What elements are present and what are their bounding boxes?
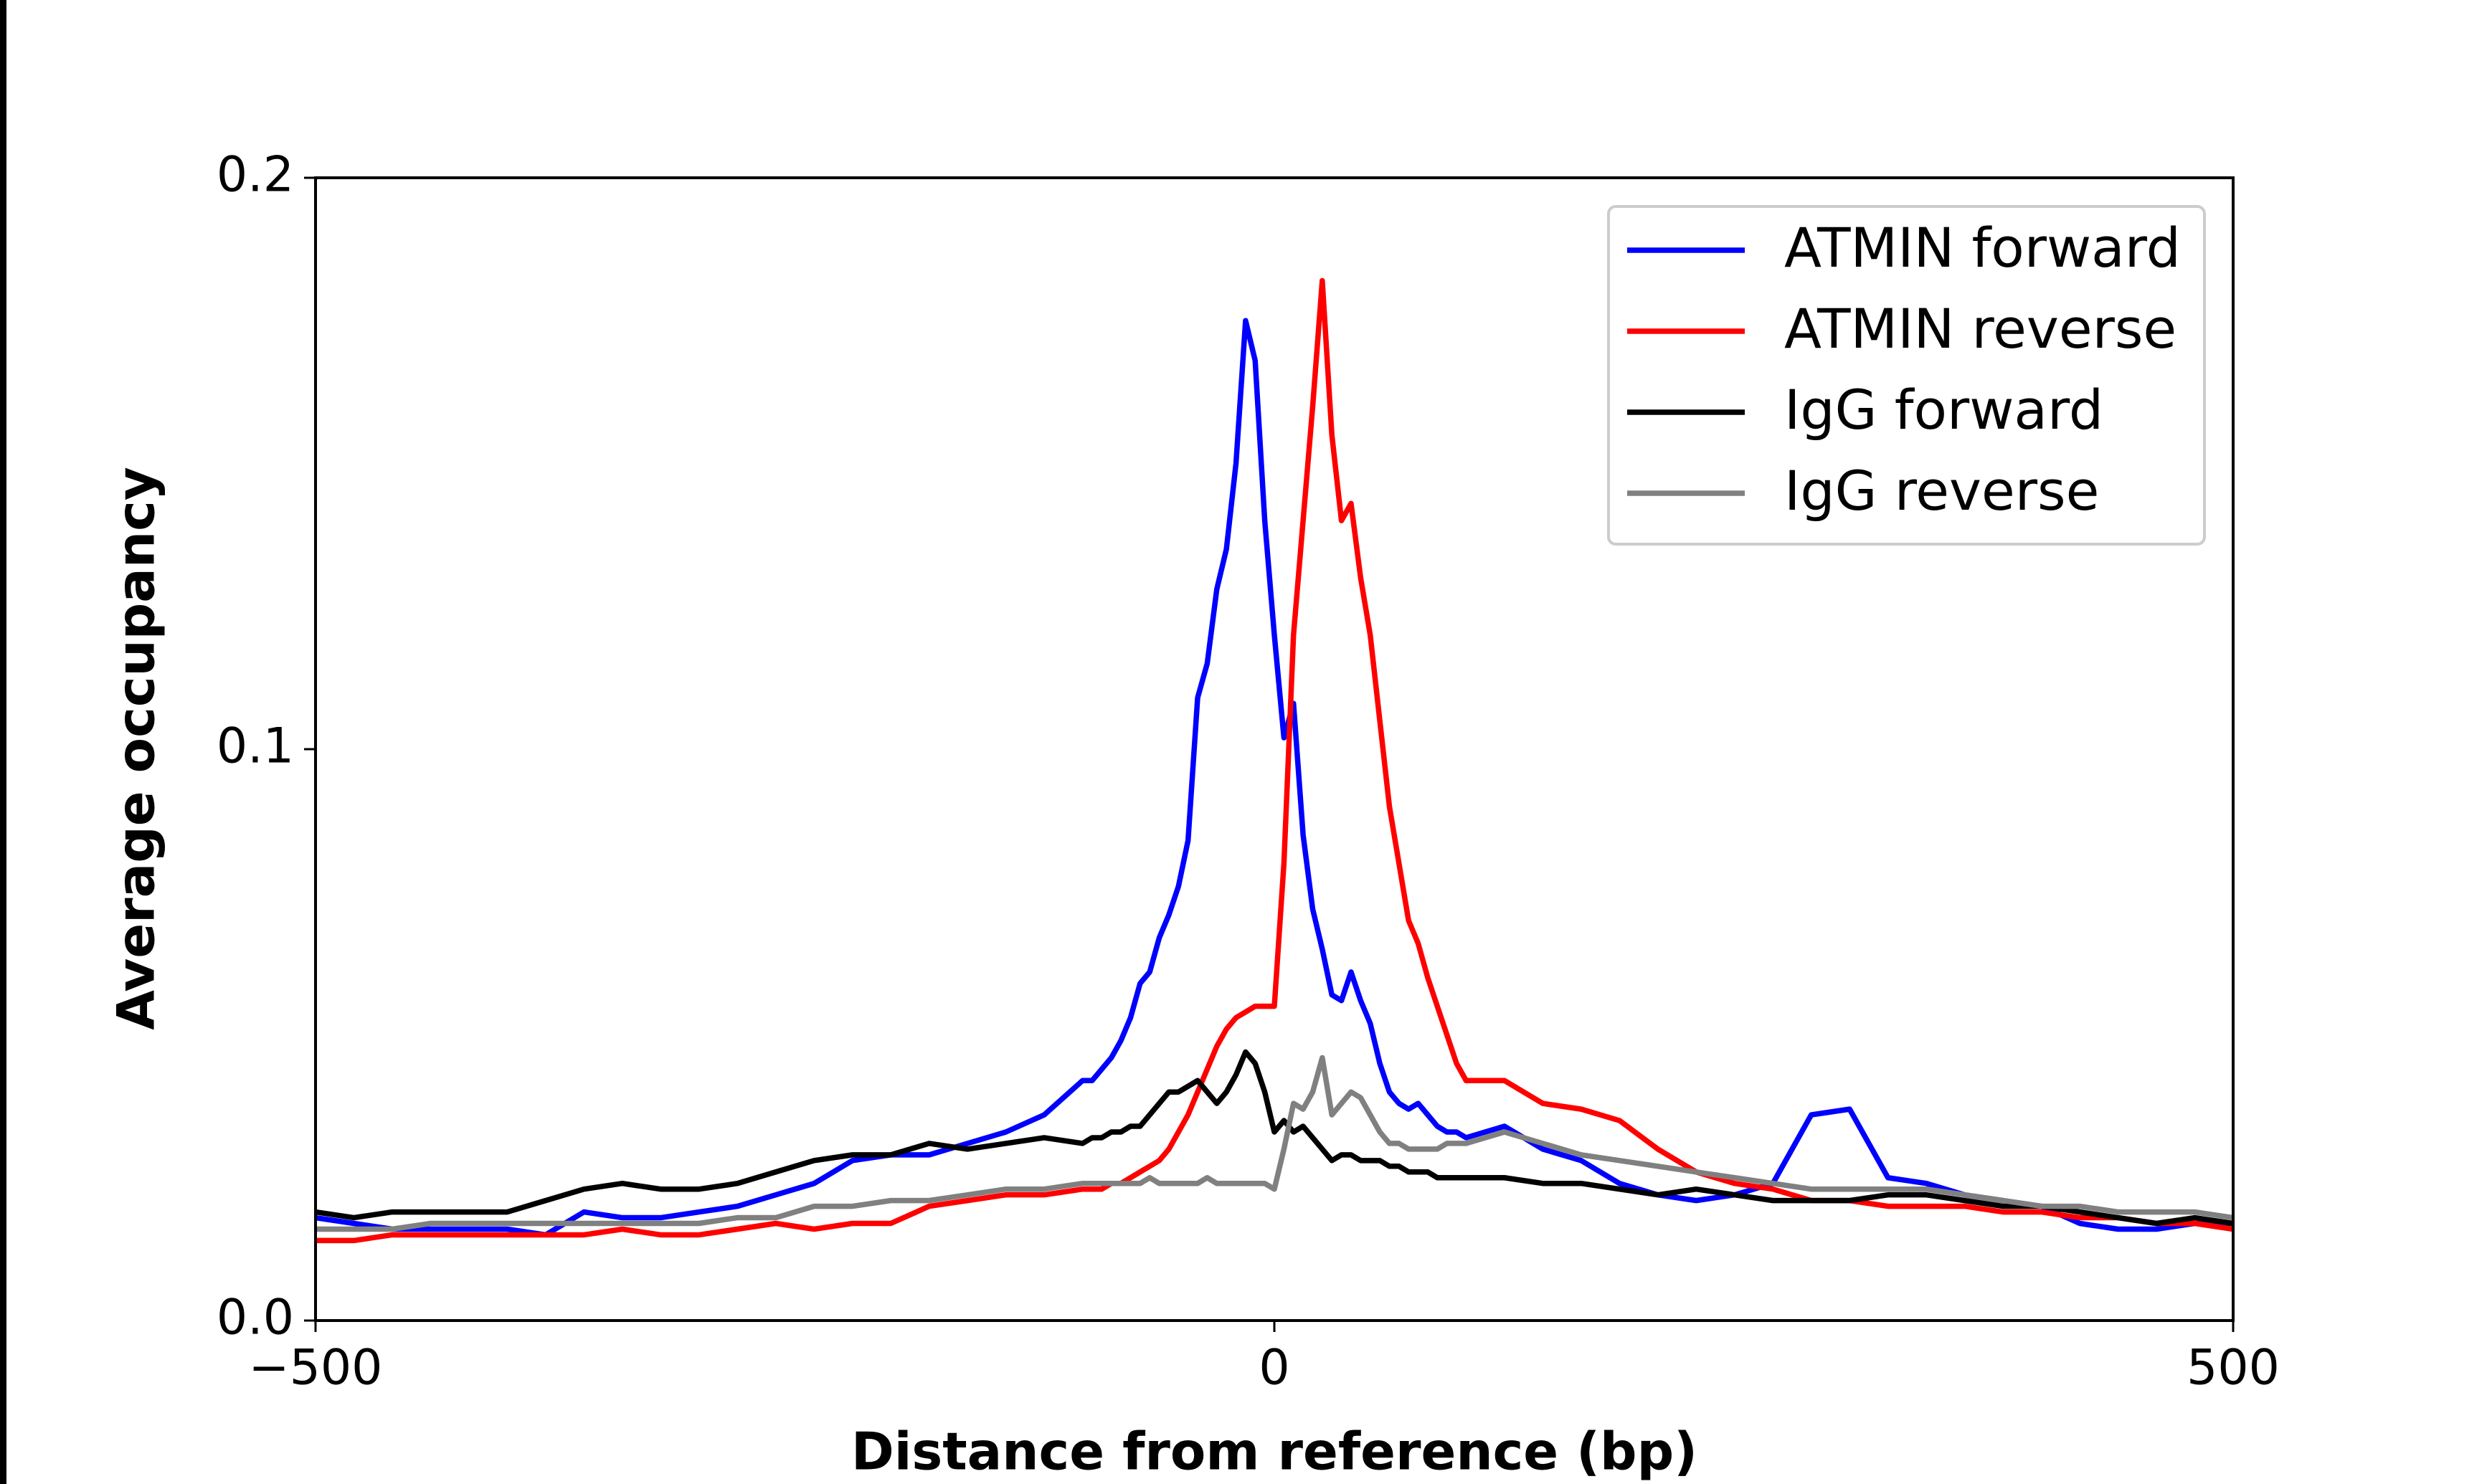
- series-line: [316, 277, 2234, 1244]
- series-line: [316, 1055, 2234, 1232]
- y-axis-label: Average occupancy: [106, 467, 166, 1030]
- y-tick-label: 0.1: [217, 718, 294, 775]
- x-axis-label: Distance from reference (bp): [851, 1422, 1697, 1482]
- legend-label: ATMIN forward: [1784, 216, 2181, 280]
- edge-bar: [0, 0, 6, 1484]
- series-line: [315, 1049, 2234, 1227]
- y-tick-label: 0.0: [217, 1290, 294, 1346]
- legend-label: IgG forward: [1784, 378, 2103, 442]
- x-tick-label: 500: [2187, 1340, 2280, 1397]
- series-line: [315, 318, 2233, 1238]
- legend-label: ATMIN reverse: [1784, 297, 2176, 361]
- y-tick-label: 0.2: [217, 147, 294, 204]
- x-tick-label: −500: [249, 1340, 383, 1397]
- x-tick-label: 0: [1259, 1340, 1289, 1397]
- axes-frame: [314, 176, 2235, 1322]
- legend-label: IgG reverse: [1784, 459, 2099, 523]
- legend-box: [1607, 205, 2206, 546]
